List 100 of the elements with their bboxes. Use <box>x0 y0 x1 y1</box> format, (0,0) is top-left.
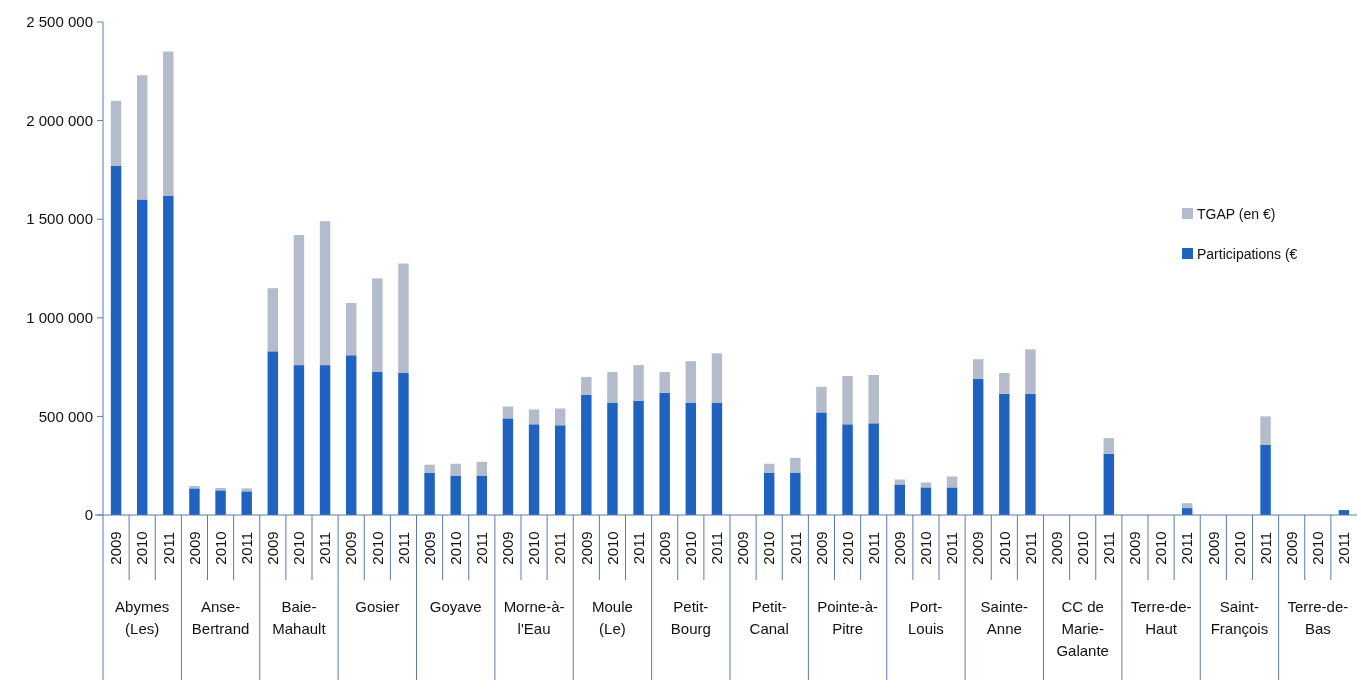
x-tick-label: 2011 <box>1256 531 1274 565</box>
bar <box>110 165 122 515</box>
text: Baie-Mahault <box>272 598 327 637</box>
x-tick-label: 2011 <box>1021 531 1039 565</box>
bar <box>136 75 148 200</box>
y-tick-label: 1 500 000 <box>26 210 93 228</box>
bar <box>763 472 775 515</box>
x-tick-label: 2009 <box>342 531 360 565</box>
bar <box>1260 444 1271 515</box>
x-tick-label: 2009 <box>420 531 438 565</box>
bar <box>267 351 279 515</box>
bar <box>241 488 252 492</box>
text: Terre-de-Bas <box>1287 598 1349 637</box>
bar <box>711 353 723 403</box>
x-tick-label: 2010 <box>1230 531 1248 565</box>
x-tick-label: 2011 <box>708 531 726 565</box>
x-tick-label: 2011 <box>159 531 177 565</box>
bar <box>554 408 566 426</box>
bar <box>763 463 775 473</box>
bar <box>293 234 305 366</box>
bar <box>163 195 174 515</box>
text: Morne-à-l'Eau <box>503 598 565 637</box>
bar <box>581 394 592 515</box>
bar <box>816 386 827 413</box>
x-tick-label: 2011 <box>943 531 961 565</box>
x-tick-label: 2010 <box>995 531 1013 565</box>
x-tick-label: 2010 <box>917 531 935 565</box>
x-tick-label: 2010 <box>1073 531 1091 565</box>
x-tick-label: 2011 <box>551 531 569 565</box>
y-tick-label: 2 000 000 <box>26 111 93 129</box>
bar <box>685 402 697 515</box>
x-tick-label: 2009 <box>1126 531 1144 565</box>
bar <box>790 472 801 515</box>
bar <box>528 424 540 515</box>
bar <box>999 373 1010 394</box>
text: CC de Marie-Galante <box>1056 598 1109 659</box>
text: Petit-Bourg <box>670 598 711 637</box>
x-tick-label: 2009 <box>185 531 203 565</box>
bar <box>894 484 906 515</box>
x-tick-label: 2009 <box>577 531 595 565</box>
x-tick-label: 2009 <box>812 531 830 565</box>
text: Abymes (Les) <box>115 598 170 637</box>
x-tick-label: 2009 <box>1047 531 1065 565</box>
text: Sainte-Anne <box>980 598 1029 637</box>
bar <box>189 488 200 515</box>
x-tick-label: 2011 <box>316 531 334 565</box>
text: Port-Louis <box>908 598 944 637</box>
bar <box>1103 438 1115 454</box>
bar <box>685 361 697 403</box>
bar <box>372 372 383 515</box>
bar <box>1260 416 1271 445</box>
bar <box>842 424 853 515</box>
bar <box>319 365 331 515</box>
bar <box>1103 453 1115 515</box>
bar <box>868 374 879 424</box>
bar <box>711 402 723 515</box>
bar <box>450 475 461 515</box>
y-tick-label: 0 <box>84 506 93 524</box>
x-tick-label: 2011 <box>786 531 804 565</box>
text: Gosier <box>355 598 400 615</box>
y-tick-label: 2 500 000 <box>26 13 93 31</box>
legend-label: Participations (€ <box>1197 245 1298 262</box>
x-tick-label: 2010 <box>446 531 464 565</box>
bar <box>267 288 279 352</box>
x-tick-label: 2011 <box>394 531 412 565</box>
bar <box>946 487 958 515</box>
bar <box>607 402 618 515</box>
bar <box>554 425 566 515</box>
x-tick-label: 2010 <box>603 531 621 565</box>
bar <box>319 221 331 366</box>
x-tick-label: 2009 <box>1204 531 1222 565</box>
bar <box>972 359 984 379</box>
bar <box>502 418 514 515</box>
text: Anse-Bertrand <box>191 598 250 637</box>
x-tick-label: 2010 <box>525 531 543 565</box>
x-tick-label: 2011 <box>629 531 647 565</box>
text: Pointe-à-Pitre <box>817 598 878 637</box>
x-tick-label: 2009 <box>891 531 909 565</box>
x-tick-label: 2009 <box>1282 531 1300 565</box>
text: Goyave <box>429 598 482 615</box>
x-tick-label: 2011 <box>237 531 255 565</box>
x-tick-label: 2011 <box>1335 531 1353 565</box>
x-tick-label: 2009 <box>734 531 752 565</box>
x-tick-label: 2010 <box>682 531 700 565</box>
x-tick-label: 2011 <box>864 531 882 565</box>
bar <box>790 457 801 473</box>
y-tick-label: 500 000 <box>38 407 93 425</box>
x-tick-label: 2009 <box>655 531 673 565</box>
x-tick-label: 2009 <box>264 531 282 565</box>
bar <box>215 490 226 515</box>
text: Terre-de-Haut <box>1130 598 1192 637</box>
bar <box>920 482 932 488</box>
bar <box>659 372 670 393</box>
bar <box>1025 349 1036 394</box>
bar <box>110 100 122 166</box>
bar <box>1181 503 1193 509</box>
bar <box>424 464 435 473</box>
legend-label: TGAP (en €) <box>1197 205 1276 222</box>
y-tick-label: 1 000 000 <box>26 309 93 327</box>
bar <box>398 373 409 515</box>
